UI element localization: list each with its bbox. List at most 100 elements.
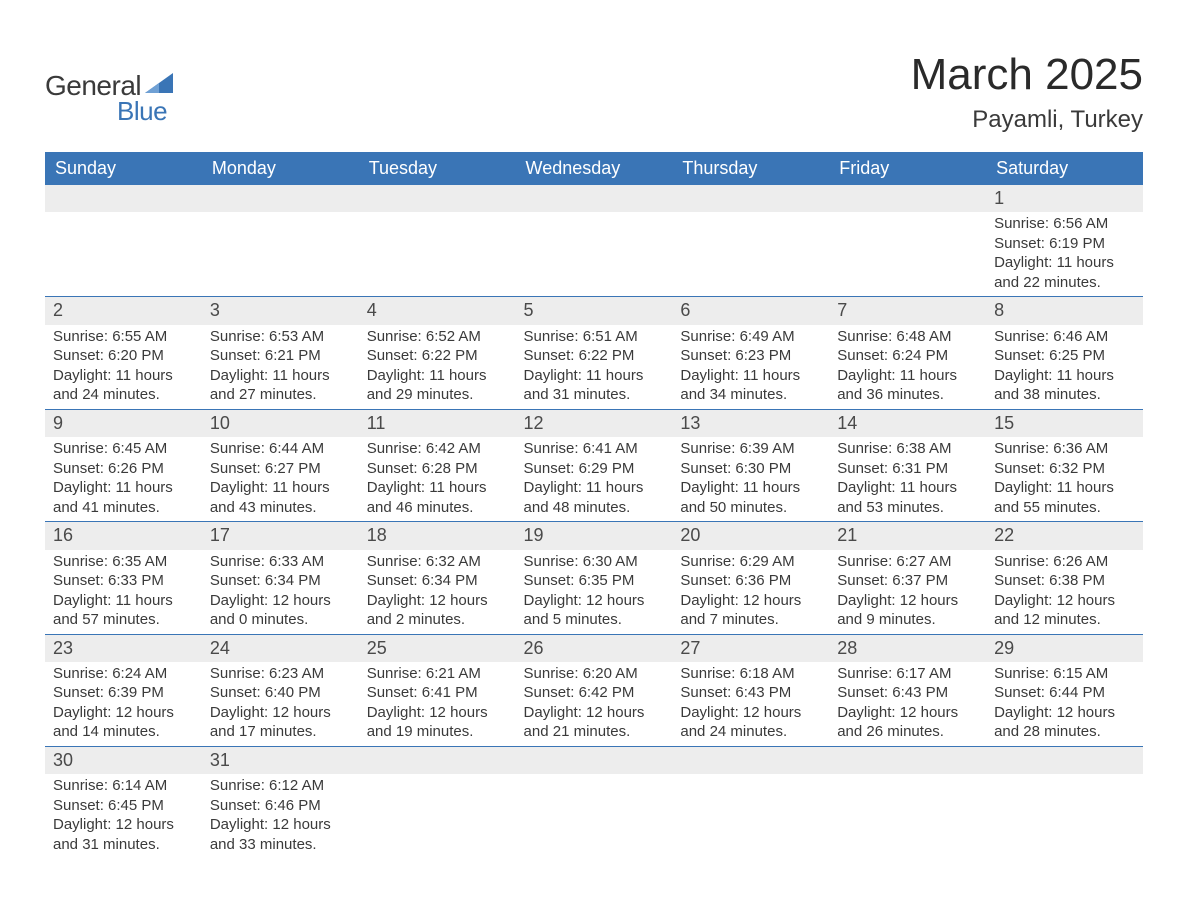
sunrise-line: Sunrise: 6:38 AM bbox=[837, 439, 978, 459]
daylight-line: Daylight: 12 hours and 2 minutes. bbox=[367, 591, 508, 630]
calendar-day: 21Sunrise: 6:27 AMSunset: 6:37 PMDayligh… bbox=[829, 522, 986, 634]
sunset-line: Sunset: 6:23 PM bbox=[680, 346, 821, 366]
day-number: 26 bbox=[516, 635, 673, 662]
calendar-day: 30Sunrise: 6:14 AMSunset: 6:45 PMDayligh… bbox=[45, 746, 202, 858]
day-details: Sunrise: 6:45 AMSunset: 6:26 PMDaylight:… bbox=[45, 437, 202, 521]
day-details: Sunrise: 6:42 AMSunset: 6:28 PMDaylight:… bbox=[359, 437, 516, 521]
day-details: Sunrise: 6:27 AMSunset: 6:37 PMDaylight:… bbox=[829, 550, 986, 634]
calendar-day: 27Sunrise: 6:18 AMSunset: 6:43 PMDayligh… bbox=[672, 634, 829, 746]
calendar-day: 25Sunrise: 6:21 AMSunset: 6:41 PMDayligh… bbox=[359, 634, 516, 746]
daylight-line: Daylight: 12 hours and 7 minutes. bbox=[680, 591, 821, 630]
day-number: 13 bbox=[672, 410, 829, 437]
calendar-week: 30Sunrise: 6:14 AMSunset: 6:45 PMDayligh… bbox=[45, 746, 1143, 858]
day-number bbox=[672, 747, 829, 774]
sunset-line: Sunset: 6:37 PM bbox=[837, 571, 978, 591]
location-label: Payamli, Turkey bbox=[911, 106, 1143, 134]
calendar-day: 9Sunrise: 6:45 AMSunset: 6:26 PMDaylight… bbox=[45, 409, 202, 521]
calendar-day: 5Sunrise: 6:51 AMSunset: 6:22 PMDaylight… bbox=[516, 297, 673, 409]
day-number bbox=[986, 747, 1143, 774]
day-details: Sunrise: 6:53 AMSunset: 6:21 PMDaylight:… bbox=[202, 325, 359, 409]
sunset-line: Sunset: 6:22 PM bbox=[367, 346, 508, 366]
calendar-day: 1Sunrise: 6:56 AMSunset: 6:19 PMDaylight… bbox=[986, 185, 1143, 297]
logo: General Blue bbox=[45, 70, 173, 127]
sunset-line: Sunset: 6:33 PM bbox=[53, 571, 194, 591]
logo-text-blue: Blue bbox=[117, 96, 173, 127]
daylight-line: Daylight: 12 hours and 28 minutes. bbox=[994, 703, 1135, 742]
day-details: Sunrise: 6:29 AMSunset: 6:36 PMDaylight:… bbox=[672, 550, 829, 634]
day-number: 15 bbox=[986, 410, 1143, 437]
daylight-line: Daylight: 11 hours and 24 minutes. bbox=[53, 366, 194, 405]
day-number: 23 bbox=[45, 635, 202, 662]
day-details: Sunrise: 6:12 AMSunset: 6:46 PMDaylight:… bbox=[202, 774, 359, 858]
calendar-day: 18Sunrise: 6:32 AMSunset: 6:34 PMDayligh… bbox=[359, 522, 516, 634]
day-details: Sunrise: 6:30 AMSunset: 6:35 PMDaylight:… bbox=[516, 550, 673, 634]
calendar-day-empty bbox=[202, 185, 359, 297]
day-number: 16 bbox=[45, 522, 202, 549]
sunrise-line: Sunrise: 6:46 AM bbox=[994, 327, 1135, 347]
day-number: 27 bbox=[672, 635, 829, 662]
calendar-day-empty bbox=[516, 185, 673, 297]
day-number bbox=[45, 185, 202, 212]
sunset-line: Sunset: 6:39 PM bbox=[53, 683, 194, 703]
daylight-line: Daylight: 11 hours and 34 minutes. bbox=[680, 366, 821, 405]
sunset-line: Sunset: 6:43 PM bbox=[837, 683, 978, 703]
sunrise-line: Sunrise: 6:45 AM bbox=[53, 439, 194, 459]
sunrise-line: Sunrise: 6:56 AM bbox=[994, 214, 1135, 234]
calendar-day: 19Sunrise: 6:30 AMSunset: 6:35 PMDayligh… bbox=[516, 522, 673, 634]
daylight-line: Daylight: 12 hours and 5 minutes. bbox=[524, 591, 665, 630]
calendar-day: 26Sunrise: 6:20 AMSunset: 6:42 PMDayligh… bbox=[516, 634, 673, 746]
sunset-line: Sunset: 6:36 PM bbox=[680, 571, 821, 591]
sunset-line: Sunset: 6:43 PM bbox=[680, 683, 821, 703]
daylight-line: Daylight: 12 hours and 17 minutes. bbox=[210, 703, 351, 742]
day-number: 28 bbox=[829, 635, 986, 662]
day-number: 17 bbox=[202, 522, 359, 549]
sunrise-line: Sunrise: 6:42 AM bbox=[367, 439, 508, 459]
sunrise-line: Sunrise: 6:27 AM bbox=[837, 552, 978, 572]
day-details: Sunrise: 6:44 AMSunset: 6:27 PMDaylight:… bbox=[202, 437, 359, 521]
sunrise-line: Sunrise: 6:51 AM bbox=[524, 327, 665, 347]
sunset-line: Sunset: 6:35 PM bbox=[524, 571, 665, 591]
calendar-day-empty bbox=[986, 746, 1143, 858]
sunrise-line: Sunrise: 6:17 AM bbox=[837, 664, 978, 684]
day-number: 6 bbox=[672, 297, 829, 324]
day-details: Sunrise: 6:39 AMSunset: 6:30 PMDaylight:… bbox=[672, 437, 829, 521]
sunset-line: Sunset: 6:34 PM bbox=[210, 571, 351, 591]
day-number: 5 bbox=[516, 297, 673, 324]
daylight-line: Daylight: 12 hours and 19 minutes. bbox=[367, 703, 508, 742]
daylight-line: Daylight: 12 hours and 9 minutes. bbox=[837, 591, 978, 630]
sunrise-line: Sunrise: 6:20 AM bbox=[524, 664, 665, 684]
sunrise-line: Sunrise: 6:12 AM bbox=[210, 776, 351, 796]
daylight-line: Daylight: 12 hours and 24 minutes. bbox=[680, 703, 821, 742]
day-details: Sunrise: 6:41 AMSunset: 6:29 PMDaylight:… bbox=[516, 437, 673, 521]
sunrise-line: Sunrise: 6:39 AM bbox=[680, 439, 821, 459]
top-bar: General Blue March 2025 Payamli, Turkey bbox=[45, 50, 1143, 134]
day-number: 24 bbox=[202, 635, 359, 662]
sunset-line: Sunset: 6:32 PM bbox=[994, 459, 1135, 479]
calendar-day-empty bbox=[829, 185, 986, 297]
day-details: Sunrise: 6:36 AMSunset: 6:32 PMDaylight:… bbox=[986, 437, 1143, 521]
day-number: 8 bbox=[986, 297, 1143, 324]
day-details: Sunrise: 6:52 AMSunset: 6:22 PMDaylight:… bbox=[359, 325, 516, 409]
calendar-day: 10Sunrise: 6:44 AMSunset: 6:27 PMDayligh… bbox=[202, 409, 359, 521]
day-number bbox=[359, 185, 516, 212]
sunrise-line: Sunrise: 6:55 AM bbox=[53, 327, 194, 347]
sunset-line: Sunset: 6:24 PM bbox=[837, 346, 978, 366]
day-details: Sunrise: 6:46 AMSunset: 6:25 PMDaylight:… bbox=[986, 325, 1143, 409]
day-details: Sunrise: 6:17 AMSunset: 6:43 PMDaylight:… bbox=[829, 662, 986, 746]
sunset-line: Sunset: 6:22 PM bbox=[524, 346, 665, 366]
sunrise-line: Sunrise: 6:26 AM bbox=[994, 552, 1135, 572]
daylight-line: Daylight: 11 hours and 43 minutes. bbox=[210, 478, 351, 517]
sunrise-line: Sunrise: 6:36 AM bbox=[994, 439, 1135, 459]
day-number: 19 bbox=[516, 522, 673, 549]
daylight-line: Daylight: 11 hours and 57 minutes. bbox=[53, 591, 194, 630]
calendar-day: 13Sunrise: 6:39 AMSunset: 6:30 PMDayligh… bbox=[672, 409, 829, 521]
sunrise-line: Sunrise: 6:15 AM bbox=[994, 664, 1135, 684]
sunrise-line: Sunrise: 6:33 AM bbox=[210, 552, 351, 572]
daylight-line: Daylight: 11 hours and 48 minutes. bbox=[524, 478, 665, 517]
calendar-day: 8Sunrise: 6:46 AMSunset: 6:25 PMDaylight… bbox=[986, 297, 1143, 409]
calendar-day-empty bbox=[672, 185, 829, 297]
sunrise-line: Sunrise: 6:30 AM bbox=[524, 552, 665, 572]
sunset-line: Sunset: 6:28 PM bbox=[367, 459, 508, 479]
calendar-day: 11Sunrise: 6:42 AMSunset: 6:28 PMDayligh… bbox=[359, 409, 516, 521]
calendar-day: 31Sunrise: 6:12 AMSunset: 6:46 PMDayligh… bbox=[202, 746, 359, 858]
